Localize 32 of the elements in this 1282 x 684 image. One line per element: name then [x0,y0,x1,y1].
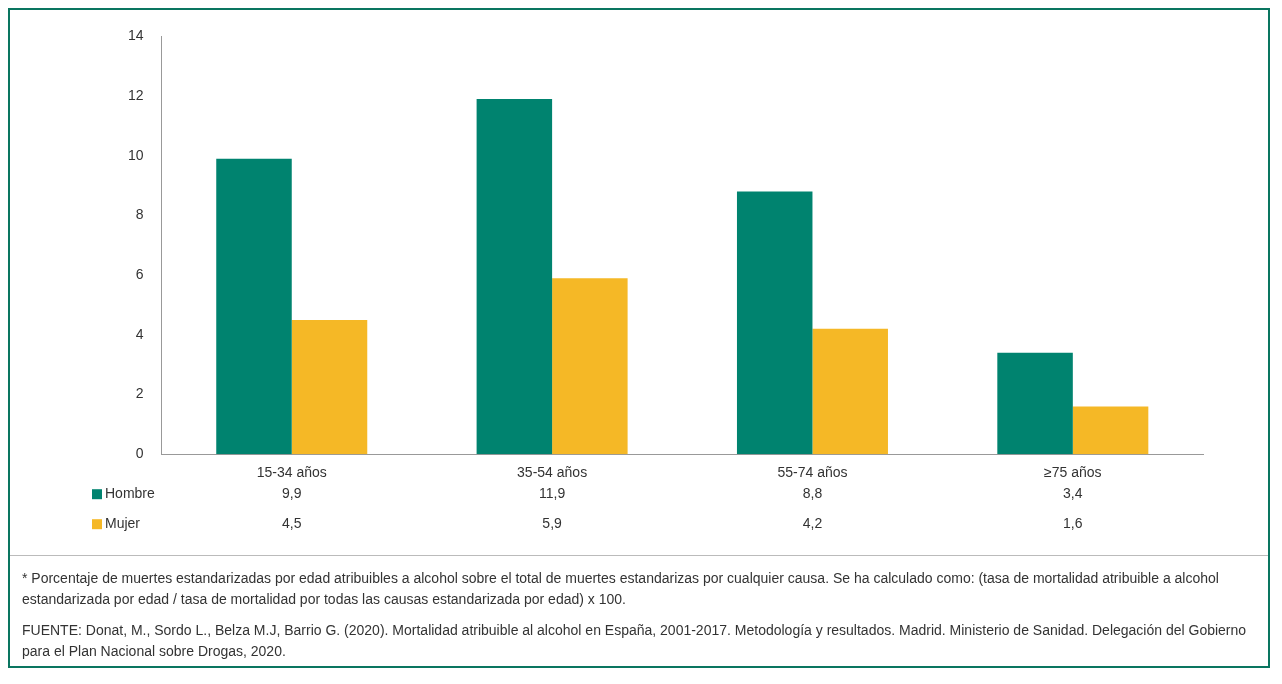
data-label: 9,9 [282,485,302,502]
bar [291,319,368,455]
y-tick-label: 10 [127,146,144,163]
x-tick-label: ≥75 años [1044,464,1102,481]
data-label: 11,9 [539,485,566,502]
x-tick-label: 55-74 años [777,464,848,481]
y-tick-label: 8 [135,206,144,223]
x-tick-label: 35-54 años [517,464,588,481]
y-tick-label: 0 [135,445,144,462]
data-label: 4,2 [802,515,823,532]
bar [812,328,888,455]
y-tick-label: 12 [127,86,144,103]
data-label: 8,8 [802,485,823,502]
bar [552,278,628,455]
y-tick-label: 14 [127,27,144,44]
text: * Porcentaje de muertes estandarizadas por edad atribuibles a alcohol sobre el total de muertes estandarizas por cualquier causa. Se ha calculado como: (tasa de mortalidad atribuible a alcohol estandarizada por edad / tasa de mortalidad por todas las causas estandarizada por edad) x 100. [22,569,1220,609]
source-note: FUENTE: Donat, M., Sordo L., Belza M.J, Barrio G. (2020). Mortalidad atribuible al alcohol en España, 2001-2017. Metodología y resultados. Madrid. Ministerio de Sanidad. Delegación del Gobierno para el Plan Nacional sobre Drogas, 2020. [22,621,1248,661]
legend-label: Mujer [105,515,141,532]
legend-label: Hombre [105,485,156,502]
bar [476,99,553,455]
y-tick-label: 2 [135,385,144,402]
bar [736,191,813,455]
y-tick-label: 4 [135,325,144,342]
x-tick-label: 15-34 años [256,464,327,481]
data-label: 4,5 [282,515,302,532]
bar [997,352,1073,455]
bar [216,158,292,455]
y-tick-label: 6 [135,266,144,282]
bar [1072,406,1149,455]
data-label: 3,4 [1063,485,1083,502]
data-label: 1,6 [1063,515,1083,532]
data-label: 5,9 [542,515,563,532]
